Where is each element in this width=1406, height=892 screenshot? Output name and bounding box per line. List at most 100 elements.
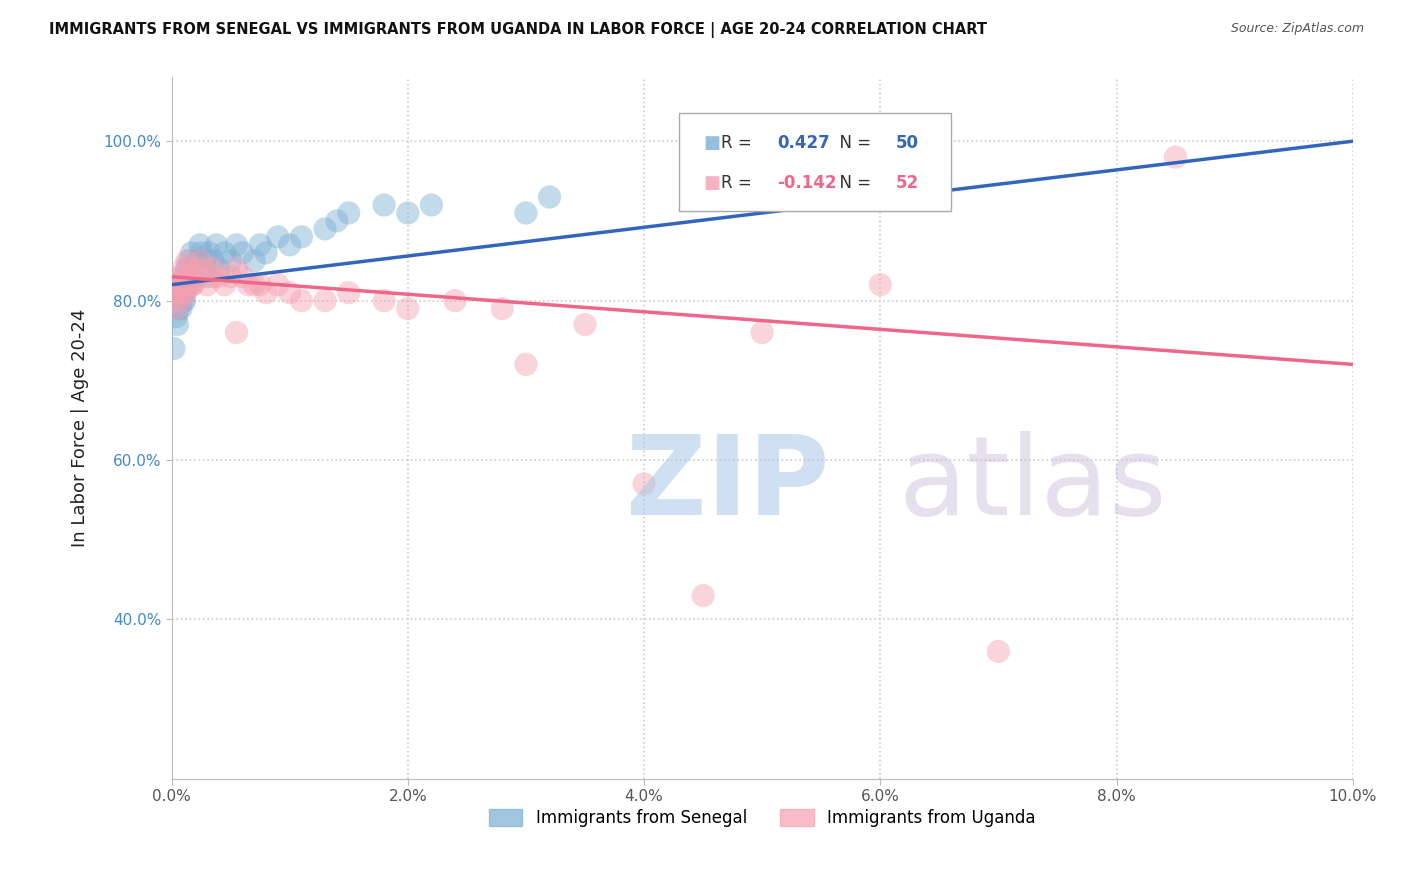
Point bbox=[444, 293, 467, 308]
Point bbox=[173, 285, 195, 300]
Point bbox=[177, 277, 200, 292]
Point bbox=[169, 269, 191, 284]
Point bbox=[195, 277, 218, 292]
FancyBboxPatch shape bbox=[679, 112, 950, 211]
Text: atlas: atlas bbox=[898, 431, 1167, 538]
Point bbox=[225, 326, 247, 340]
Text: 50: 50 bbox=[896, 134, 918, 153]
Text: R =: R = bbox=[721, 134, 756, 153]
Point bbox=[180, 245, 202, 260]
Point bbox=[205, 237, 228, 252]
Point bbox=[174, 269, 197, 284]
Text: N =: N = bbox=[830, 174, 877, 192]
Text: ZIP: ZIP bbox=[626, 431, 830, 538]
Point bbox=[172, 293, 194, 308]
Point bbox=[165, 310, 187, 324]
Text: 0.427: 0.427 bbox=[778, 134, 831, 153]
Point bbox=[290, 230, 312, 244]
Text: N =: N = bbox=[830, 134, 877, 153]
Point bbox=[326, 214, 349, 228]
Point bbox=[373, 293, 395, 308]
Point bbox=[314, 293, 336, 308]
Point bbox=[186, 269, 208, 284]
Point bbox=[174, 277, 197, 292]
Point bbox=[176, 253, 198, 268]
Point bbox=[179, 253, 201, 268]
Point bbox=[170, 293, 193, 308]
Text: Source: ZipAtlas.com: Source: ZipAtlas.com bbox=[1230, 22, 1364, 36]
Text: 52: 52 bbox=[896, 174, 918, 192]
Point bbox=[243, 253, 266, 268]
Point bbox=[208, 269, 231, 284]
Point bbox=[869, 277, 891, 292]
Point bbox=[172, 285, 194, 300]
Point bbox=[314, 222, 336, 236]
Point bbox=[177, 269, 200, 284]
Point bbox=[169, 293, 191, 308]
Text: R =: R = bbox=[721, 174, 756, 192]
Point bbox=[515, 206, 537, 220]
Point bbox=[191, 261, 214, 276]
Text: ■: ■ bbox=[703, 134, 720, 153]
Point bbox=[165, 301, 187, 316]
Point bbox=[267, 230, 290, 244]
Point bbox=[186, 253, 208, 268]
Text: ■: ■ bbox=[703, 174, 720, 192]
Point bbox=[188, 237, 211, 252]
Point bbox=[184, 269, 207, 284]
Point bbox=[166, 318, 188, 332]
Point bbox=[987, 644, 1010, 658]
Text: -0.142: -0.142 bbox=[778, 174, 837, 192]
Point bbox=[219, 269, 242, 284]
Point bbox=[243, 277, 266, 292]
Point bbox=[190, 253, 212, 268]
Point bbox=[181, 261, 204, 276]
Point bbox=[254, 245, 277, 260]
Point bbox=[181, 277, 204, 292]
Point bbox=[290, 293, 312, 308]
Point bbox=[201, 253, 224, 268]
Point bbox=[214, 245, 236, 260]
Point bbox=[184, 261, 207, 276]
Point bbox=[179, 269, 201, 284]
Point bbox=[231, 245, 253, 260]
Point bbox=[181, 277, 204, 292]
Point bbox=[201, 261, 224, 276]
Point bbox=[225, 261, 247, 276]
Point bbox=[1164, 150, 1187, 164]
Point bbox=[249, 277, 271, 292]
Point bbox=[751, 326, 773, 340]
Point bbox=[491, 301, 513, 316]
Point bbox=[225, 237, 247, 252]
Point bbox=[167, 277, 190, 292]
Point bbox=[231, 269, 253, 284]
Text: IMMIGRANTS FROM SENEGAL VS IMMIGRANTS FROM UGANDA IN LABOR FORCE | AGE 20-24 COR: IMMIGRANTS FROM SENEGAL VS IMMIGRANTS FR… bbox=[49, 22, 987, 38]
Point bbox=[373, 198, 395, 212]
Point bbox=[172, 269, 194, 284]
Point bbox=[574, 318, 596, 332]
Point bbox=[208, 261, 231, 276]
Point bbox=[177, 269, 200, 284]
Point bbox=[515, 358, 537, 372]
Point bbox=[170, 277, 193, 292]
Point bbox=[190, 245, 212, 260]
Point bbox=[254, 285, 277, 300]
Point bbox=[538, 190, 561, 204]
Point bbox=[167, 285, 190, 300]
Point bbox=[337, 285, 360, 300]
Point bbox=[396, 301, 419, 316]
Point bbox=[214, 277, 236, 292]
Point bbox=[195, 269, 218, 284]
Point bbox=[173, 293, 195, 308]
Point bbox=[179, 277, 201, 292]
Point bbox=[170, 301, 193, 316]
Point bbox=[692, 158, 714, 172]
Point bbox=[201, 269, 224, 284]
Point bbox=[176, 261, 198, 276]
Point bbox=[172, 277, 194, 292]
Point bbox=[278, 237, 301, 252]
Point bbox=[267, 277, 290, 292]
Point bbox=[238, 277, 260, 292]
Point bbox=[163, 293, 186, 308]
Y-axis label: In Labor Force | Age 20-24: In Labor Force | Age 20-24 bbox=[72, 309, 89, 548]
